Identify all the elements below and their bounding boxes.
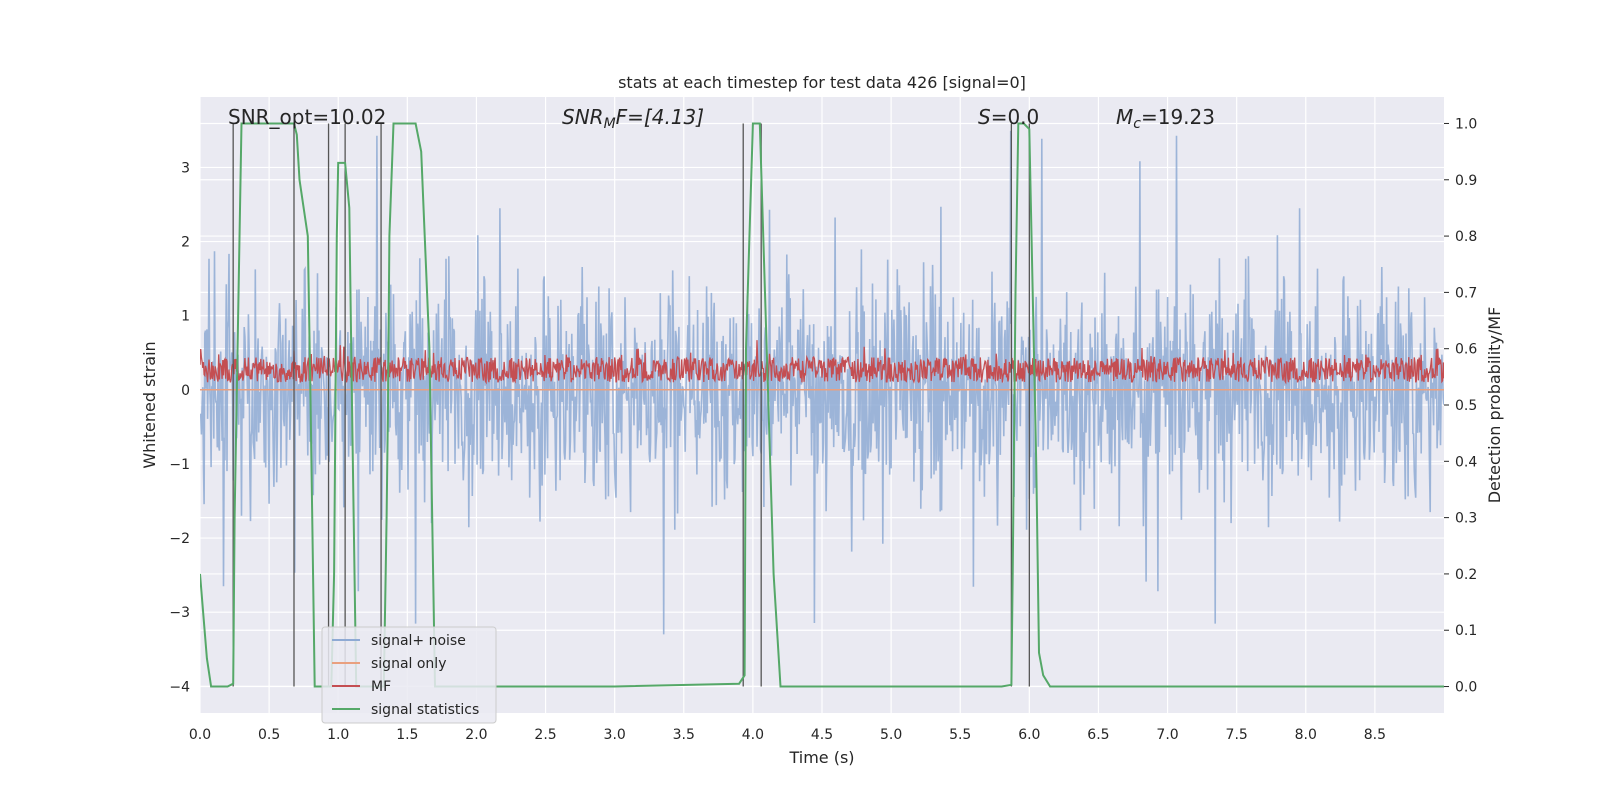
- x-tick-label: 1.5: [396, 727, 418, 743]
- legend: signal+ noise signal only MF signal stat…: [321, 626, 497, 724]
- annotation-s: S=0.0: [978, 105, 1039, 129]
- x-tick-label: 5.5: [949, 727, 971, 743]
- legend-label-noise: signal+ noise: [371, 633, 466, 649]
- mf-line: [200, 340, 1444, 385]
- left-y-tick-label: 2: [181, 235, 190, 251]
- x-tick-label: 0.0: [189, 727, 211, 743]
- s-base: S: [978, 105, 991, 129]
- right-y-tick-label: 0.7: [1455, 285, 1477, 301]
- x-tick-label: 6.5: [1087, 727, 1109, 743]
- x-tick-label: 2.0: [465, 727, 487, 743]
- right-y-tick-label: 0.1: [1455, 623, 1477, 639]
- x-tick-label: 7.0: [1156, 727, 1178, 743]
- annotation-snr-opt: SNR_opt=10.02: [228, 105, 386, 129]
- mc-sub: c: [1133, 116, 1141, 132]
- x-tick-label: 7.5: [1226, 727, 1248, 743]
- right-y-tick-label: 0.9: [1455, 173, 1477, 189]
- right-y-tick-label: 0.5: [1455, 398, 1477, 414]
- x-tick-label: 3.5: [673, 727, 695, 743]
- left-y-tick-labels: −4 −3 −2 −1 0 1 2 3: [169, 160, 190, 695]
- left-y-tick-label: −4: [169, 679, 190, 695]
- x-tick-label: 4.0: [742, 727, 764, 743]
- snr-mf-base: SNR: [562, 105, 604, 129]
- x-tick-label: 1.0: [327, 727, 349, 743]
- right-y-tick-label: 0.4: [1455, 454, 1477, 470]
- legend-label-signal-only: signal only: [371, 656, 446, 672]
- right-y-tick-label: 0.2: [1455, 567, 1477, 583]
- left-y-tick-label: −3: [169, 605, 190, 621]
- annotation-mc: Mc=19.23: [1116, 105, 1215, 132]
- chart-title: stats at each timestep for test data 426…: [618, 73, 1026, 92]
- snr-mf-sub: M: [604, 116, 616, 132]
- x-tick-labels: 0.0 0.5 1.0 1.5 2.0 2.5 3.0 3.5 4.0 4.5 5.0 5.5 6.0 6…: [189, 727, 1386, 743]
- mf-series: [200, 340, 1444, 385]
- s-rest: =0.0: [991, 105, 1040, 129]
- x-tick-label: 8.5: [1364, 727, 1386, 743]
- right-y-tick-label: 0.6: [1455, 342, 1477, 358]
- signal-statistics-line: [200, 122, 1444, 688]
- legend-label-mf: MF: [371, 679, 391, 695]
- left-y-tick-label: 0: [181, 383, 190, 399]
- right-y-axis-label: Detection probability/MF: [1485, 307, 1504, 504]
- x-tick-label: 3.0: [604, 727, 626, 743]
- x-tick-label: 6.0: [1018, 727, 1040, 743]
- x-tick-label: 2.5: [534, 727, 556, 743]
- signal-statistics-series: [200, 122, 1444, 688]
- right-y-tick-label: 0.3: [1455, 511, 1477, 527]
- mc-rest: =19.23: [1141, 105, 1215, 129]
- right-y-tick-label: 1.0: [1455, 116, 1477, 132]
- x-tick-label: 4.5: [811, 727, 833, 743]
- annotation-snr-mf: SNRMF=[4.13]: [562, 105, 704, 132]
- legend-label-statistics: signal statistics: [371, 702, 479, 718]
- left-y-tick-label: 1: [181, 309, 190, 325]
- x-tick-label: 8.0: [1295, 727, 1317, 743]
- left-y-tick-label: −1: [169, 457, 190, 473]
- right-y-tick-label: 0.8: [1455, 229, 1477, 245]
- right-y-tick-label: 0.0: [1455, 680, 1477, 696]
- left-y-axis-label: Whitened strain: [140, 341, 159, 468]
- legend-box: [321, 626, 497, 724]
- left-y-tick-label: 3: [181, 160, 190, 176]
- right-y-tick-labels: 0.0 0.1 0.2 0.3 0.4 0.5 0.6 0.7 0.8 0.9 1.0: [1444, 116, 1477, 696]
- snr-mf-rest: F=[4.13]: [616, 105, 704, 129]
- x-axis-label: Time (s): [788, 748, 854, 767]
- x-tick-label: 5.0: [880, 727, 902, 743]
- x-tick-label: 0.5: [258, 727, 280, 743]
- vertical-markers: [232, 123, 1030, 687]
- mc-base: M: [1116, 105, 1133, 129]
- left-y-tick-label: −2: [169, 531, 190, 547]
